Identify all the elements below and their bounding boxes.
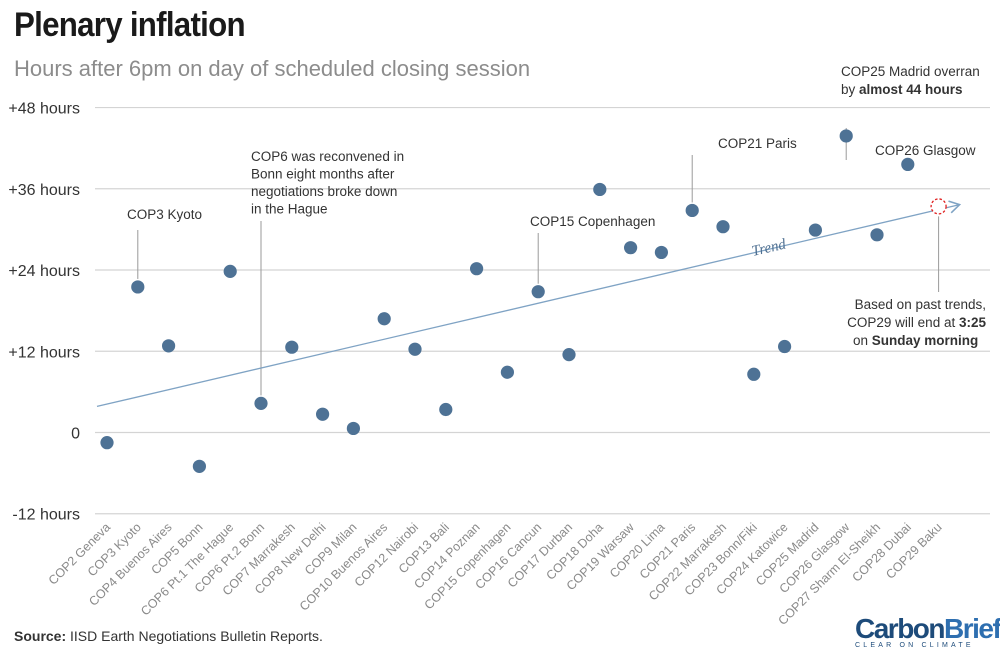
y-axis: +48 hours +36 hours +24 hours +12 hours 0 -12…	[8, 101, 80, 524]
annotation-cop3: COP3 Kyoto	[127, 207, 202, 222]
annotation-cop6-line: COP6 was reconvened in	[251, 149, 404, 164]
data-point	[870, 228, 884, 242]
data-point	[377, 312, 391, 326]
data-point	[254, 396, 268, 410]
data-point	[778, 339, 792, 354]
data-point	[747, 367, 761, 381]
annotation-cop29-line1: Based on past trends,	[855, 297, 986, 312]
data-point	[654, 245, 669, 260]
data-point	[624, 241, 638, 255]
annotations: COP3 Kyoto COP6 was reconvened in Bonn eig…	[127, 64, 986, 396]
data-points	[100, 129, 947, 473]
annotation-cop6-line: negotiations broke down	[251, 184, 397, 199]
data-point	[100, 436, 114, 450]
gridlines	[95, 106, 990, 515]
data-point	[346, 421, 360, 436]
data-point	[408, 342, 422, 356]
source-label: Source:	[14, 628, 67, 644]
y-tick-label: 0	[71, 426, 80, 443]
trend-line	[96, 200, 962, 408]
annotation-cop25-line2: by almost 44 hours	[841, 82, 963, 97]
data-point	[562, 348, 576, 362]
data-point	[500, 365, 514, 379]
y-tick-label: +48 hours	[8, 101, 80, 118]
logo-tagline: CLEAR ON CLIMATE	[855, 642, 974, 649]
data-point	[162, 339, 176, 353]
projected-point	[930, 198, 947, 215]
trend-label: Trend	[750, 236, 788, 260]
data-point	[839, 129, 853, 143]
data-point	[685, 203, 699, 218]
data-point	[593, 182, 607, 197]
data-point	[223, 264, 237, 278]
data-point	[439, 402, 453, 417]
data-point	[316, 407, 330, 421]
data-point	[808, 223, 823, 237]
trend: Trend	[96, 200, 962, 408]
y-tick-label: +24 hours	[8, 263, 80, 280]
data-point	[901, 157, 915, 172]
annotation-cop21: COP21 Paris	[718, 136, 797, 151]
logo-word-carbon: Carbon	[855, 613, 946, 644]
y-tick-label: +12 hours	[8, 344, 80, 361]
annotation-cop6-line: in the Hague	[251, 202, 328, 217]
carbon-brief-logo: CarbonBrief CLEAR ON CLIMATE	[855, 613, 1000, 658]
data-point	[131, 280, 145, 294]
y-tick-label: +36 hours	[8, 182, 80, 199]
logo-word-brief: Brief	[944, 613, 1000, 644]
source-note: Source: IISD Earth Negotiations Bulletin…	[14, 628, 323, 644]
annotation-cop6-line: Bonn eight months after	[251, 167, 395, 182]
chart-title: Plenary inflation	[14, 6, 246, 44]
data-point	[470, 262, 484, 276]
annotation-cop25-line1: COP25 Madrid overran	[841, 64, 980, 79]
annotation-cop15: COP15 Copenhagen	[530, 214, 655, 229]
data-point	[531, 285, 545, 299]
y-tick-label: -12 hours	[12, 507, 80, 524]
source-text: IISD Earth Negotiations Bulletin Reports…	[66, 628, 323, 644]
annotation-cop29-line2: COP29 will end at 3:25	[847, 315, 986, 330]
data-point	[716, 220, 730, 234]
chart-subtitle: Hours after 6pm on day of scheduled clos…	[14, 56, 531, 81]
data-point	[192, 459, 206, 473]
data-point	[285, 340, 299, 354]
annotation-cop29-line3: on Sunday morning	[853, 333, 978, 348]
annotation-cop26: COP26 Glasgow	[875, 143, 976, 158]
